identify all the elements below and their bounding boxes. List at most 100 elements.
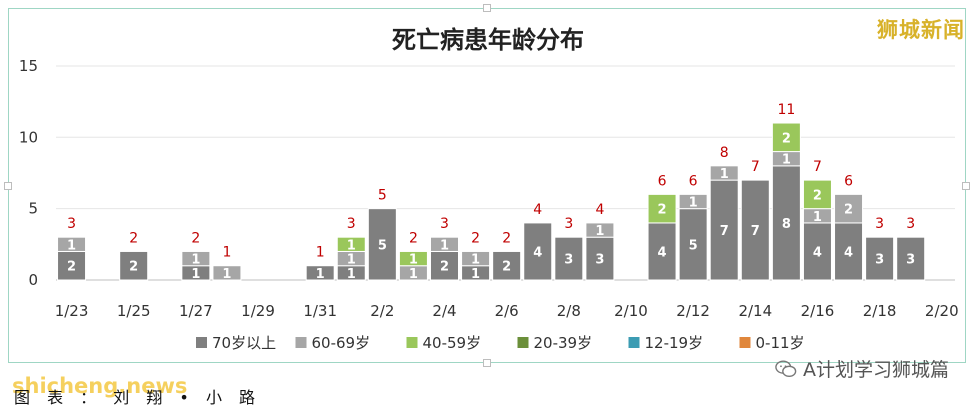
legend-swatch: [295, 337, 307, 348]
segment-label: 7: [751, 224, 760, 239]
x-tick-label: 2/20: [925, 302, 959, 320]
segment-label: 1: [191, 267, 200, 282]
legend-swatch: [517, 337, 529, 348]
source-label: 图 表 ： 刘 翔 • 小 路: [14, 388, 262, 407]
bar-segment: [709, 165, 739, 181]
segment-label: 1: [440, 238, 449, 253]
bar-segment: [430, 236, 459, 252]
total-label: 1: [222, 245, 231, 261]
bar-segment: [367, 208, 397, 281]
bar-segment: [181, 250, 211, 267]
total-label: 6: [658, 173, 667, 189]
segment-label: 2: [782, 131, 791, 146]
segment-label: 2: [67, 260, 76, 275]
total-label: 2: [409, 230, 418, 246]
total-label: 2: [129, 230, 138, 246]
brand-label: A计划学习狮城篇: [775, 355, 949, 382]
segment-label: 3: [875, 253, 884, 268]
segment-label: 1: [347, 253, 356, 268]
x-tick-label: 1/27: [179, 302, 213, 320]
segment-label: 1: [409, 253, 418, 268]
resize-handle-bottom[interactable]: [483, 359, 491, 367]
total-label: 3: [347, 216, 356, 232]
segment-label: 1: [347, 267, 356, 282]
segment-label: 1: [813, 210, 822, 225]
total-label: 2: [191, 230, 200, 246]
bar-segment: [585, 236, 615, 281]
bar-segment: [523, 222, 553, 281]
x-tick-label: 1/25: [117, 302, 151, 320]
segment-label: 3: [906, 253, 915, 268]
bar-segment: [678, 193, 708, 210]
total-label: 4: [595, 202, 604, 218]
segment-label: 1: [471, 253, 480, 268]
bar-segment: [212, 265, 242, 281]
legend-label: 40-59岁: [423, 334, 482, 352]
chart-title: 死亡病患年龄分布: [392, 26, 584, 54]
bar-segment: [554, 236, 584, 281]
brand-text: A计划学习狮城篇: [803, 359, 949, 381]
segment-label: 1: [409, 267, 418, 282]
resize-handle-right[interactable]: [962, 182, 970, 190]
segment-label: 2: [844, 203, 853, 218]
y-tick-label: 10: [19, 128, 38, 146]
segment-label: 4: [813, 245, 822, 260]
wechat-icon: [775, 360, 797, 377]
total-label: 1: [316, 245, 325, 261]
bar-segment: [771, 122, 801, 153]
segment-label: 2: [658, 203, 667, 218]
total-label: 7: [751, 159, 760, 175]
bar-segment: [834, 222, 864, 281]
bar-segment: [865, 236, 895, 281]
total-label: 7: [813, 159, 822, 175]
x-tick-label: 1/23: [55, 302, 89, 320]
x-tick-label: 2/14: [738, 302, 772, 320]
legend-swatch: [628, 337, 640, 348]
legend-label: 0-11岁: [756, 334, 805, 352]
legend-swatch: [739, 337, 751, 348]
y-tick-label: 0: [28, 271, 38, 289]
segment-label: 2: [502, 260, 511, 275]
total-label: 2: [471, 230, 480, 246]
y-tick-label: 15: [19, 57, 38, 75]
x-tick-label: 2/16: [801, 302, 835, 320]
resize-handle-top[interactable]: [483, 4, 491, 12]
segment-label: 2: [813, 188, 822, 203]
total-label: 3: [906, 216, 915, 232]
segment-label: 1: [222, 267, 231, 282]
total-label: 5: [378, 188, 387, 204]
resize-handle-left[interactable]: [4, 182, 12, 190]
bar-segment: [802, 222, 832, 281]
segment-label: 5: [378, 238, 387, 253]
segment-label: 2: [129, 260, 138, 275]
bar-segment: [834, 193, 864, 224]
segment-label: 1: [595, 224, 604, 239]
total-label: 3: [440, 216, 449, 232]
segment-label: 7: [720, 224, 729, 239]
x-tick-label: 2/4: [432, 302, 456, 320]
total-label: 3: [67, 216, 76, 232]
segment-label: 4: [533, 245, 542, 260]
x-tick-label: 2/10: [614, 302, 648, 320]
segment-label: 3: [595, 253, 604, 268]
segment-label: 4: [844, 245, 853, 260]
segment-label: 4: [658, 245, 667, 260]
bar-segment: [461, 250, 491, 267]
x-tick-label: 1/31: [303, 302, 337, 320]
total-label: 6: [689, 173, 698, 189]
legend-label: 20-39岁: [534, 334, 593, 352]
segment-label: 1: [471, 267, 480, 282]
legend-label: 70岁以上: [212, 334, 276, 352]
x-tick-label: 2/2: [370, 302, 394, 320]
bar-segment: [119, 250, 149, 281]
total-label: 3: [875, 216, 884, 232]
bar-segment: [709, 179, 739, 281]
legend-swatch: [406, 337, 418, 348]
bar-segment: [430, 250, 459, 281]
x-tick-label: 1/29: [241, 302, 275, 320]
site-watermark: shicheng.news: [12, 374, 188, 398]
legend-swatch: [196, 337, 207, 348]
segment-label: 5: [689, 238, 698, 253]
segment-label: 1: [191, 253, 200, 268]
